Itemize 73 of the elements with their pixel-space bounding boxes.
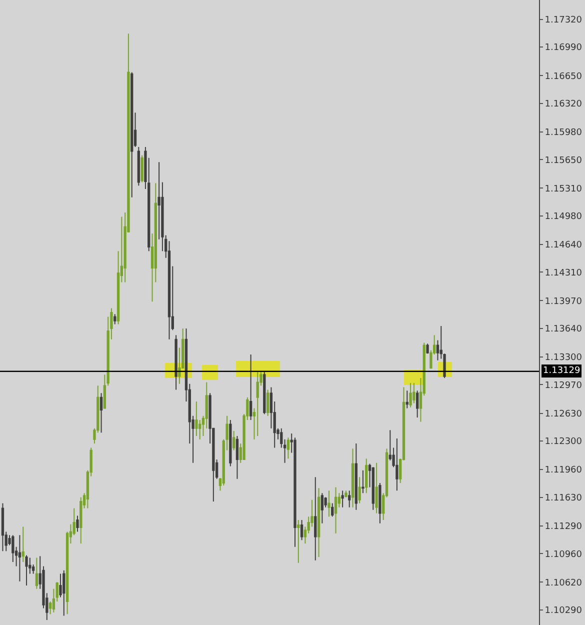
candlestick — [12, 534, 14, 562]
y-tick-label: 1.10620 — [544, 578, 582, 588]
candlestick — [195, 401, 198, 436]
candlestick — [80, 496, 82, 544]
candlestick — [365, 458, 368, 494]
y-tick-label: 1.11630 — [544, 493, 582, 504]
y-tick-label: 1.12300 — [544, 437, 582, 448]
y-tick-label: 1.16650 — [544, 72, 582, 82]
candlestick — [256, 372, 259, 436]
candlestick — [396, 438, 398, 492]
candlestick — [236, 435, 239, 480]
candlestick — [114, 314, 116, 325]
y-tick-label: 1.15980 — [544, 128, 582, 138]
candlestick — [426, 343, 429, 354]
candlestick — [334, 486, 338, 534]
candlestick — [130, 72, 134, 198]
candlestick — [300, 519, 304, 541]
y-tick-label: 1.14310 — [544, 268, 582, 278]
candlestick — [375, 462, 378, 514]
candlestick — [137, 146, 140, 186]
candlestick — [286, 437, 290, 460]
candlestick — [263, 372, 266, 415]
candlestick — [317, 488, 320, 558]
candlestick — [358, 476, 361, 504]
candlestick — [320, 492, 324, 524]
y-tick-label: 1.10960 — [544, 550, 582, 560]
y-tick-label: 1.12970 — [544, 380, 582, 391]
candlestick — [18, 534, 22, 582]
y-tick-label: 1.15650 — [544, 156, 582, 166]
candlestick — [314, 476, 317, 561]
y-tick-label: 1.13300 — [544, 353, 582, 364]
y-tick-label: 1.13970 — [544, 296, 582, 307]
candlestick — [328, 490, 330, 518]
candlestick — [341, 490, 344, 508]
candlestick — [232, 430, 236, 451]
y-tick-label: 1.16320 — [544, 99, 582, 110]
candlestick — [297, 519, 300, 564]
candlestick — [409, 382, 412, 408]
candlestick — [249, 354, 252, 421]
candlestick — [140, 154, 144, 183]
y-tick-label: 1.12630 — [544, 409, 582, 420]
y-tick-label: 1.10290 — [544, 606, 582, 616]
y-tick-label: 1.14640 — [544, 240, 582, 251]
candlestick — [1, 502, 4, 552]
candlestick — [100, 392, 103, 434]
candlestick — [362, 470, 364, 494]
candlestick — [354, 443, 358, 510]
candlestick — [378, 482, 382, 524]
y-tick-label: 1.11290 — [544, 522, 582, 532]
y-tick-label: 1.11960 — [544, 466, 582, 476]
candlestick — [35, 557, 38, 590]
candlestick — [229, 420, 232, 467]
candlestick — [372, 466, 374, 510]
candlestick — [351, 448, 354, 508]
candlestick — [174, 334, 178, 390]
ref-line-label: 1.13129 — [543, 366, 580, 376]
candlestick — [331, 502, 334, 518]
candlestick — [266, 389, 270, 416]
candlestick — [62, 570, 66, 616]
candlestick — [294, 437, 296, 548]
candlestick — [412, 382, 416, 404]
candlestick — [344, 490, 348, 498]
candlestick — [76, 515, 79, 532]
candlestick — [416, 390, 419, 418]
y-tick-label: 1.14980 — [544, 212, 582, 222]
y-tick-label: 1.15310 — [544, 184, 582, 194]
candlestick — [22, 526, 24, 562]
candlestick — [25, 554, 28, 586]
y-tick-label: 1.16990 — [544, 43, 582, 54]
candlestick — [406, 390, 408, 409]
y-tick-label: 1.17320 — [544, 15, 582, 26]
candlestick — [348, 490, 351, 508]
y-tick-label: 1.13640 — [544, 324, 582, 335]
